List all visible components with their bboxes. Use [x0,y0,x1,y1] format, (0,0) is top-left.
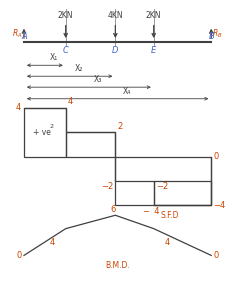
Text: 2: 2 [50,124,54,129]
Text: − 4: − 4 [143,207,159,216]
Text: −4: −4 [213,201,225,210]
Text: 4: 4 [49,238,55,247]
Bar [65,132,115,157]
Text: X₄: X₄ [122,87,130,96]
Text: $R_A$: $R_A$ [12,27,23,40]
Text: 4: 4 [15,103,20,112]
Text: A: A [21,32,27,41]
Bar [115,157,210,205]
Text: 4KN: 4KN [107,11,123,20]
Bar [153,181,210,205]
Text: −2: −2 [100,182,113,191]
Bar [24,108,65,157]
Text: 2: 2 [117,122,122,131]
Text: X₂: X₂ [74,64,82,73]
Text: 0: 0 [213,251,218,260]
Text: + ve: + ve [33,128,51,137]
Text: D: D [112,45,118,55]
Text: 2KN: 2KN [145,11,161,20]
Text: 6: 6 [110,205,115,214]
Text: $R_B$: $R_B$ [211,27,222,40]
Text: 4: 4 [164,238,169,247]
Text: X₁: X₁ [49,53,58,62]
Text: B.M.D.: B.M.D. [105,262,129,270]
Text: 0: 0 [213,152,218,161]
Text: −2: −2 [155,182,167,191]
Text: X₃: X₃ [93,75,102,84]
Text: 4: 4 [68,97,73,106]
Text: 2KN: 2KN [58,11,73,20]
Text: C: C [63,45,68,55]
Text: 0: 0 [16,251,22,260]
Text: E: E [150,45,156,55]
Text: B: B [207,32,213,41]
Text: S.F.D: S.F.D [160,211,178,220]
